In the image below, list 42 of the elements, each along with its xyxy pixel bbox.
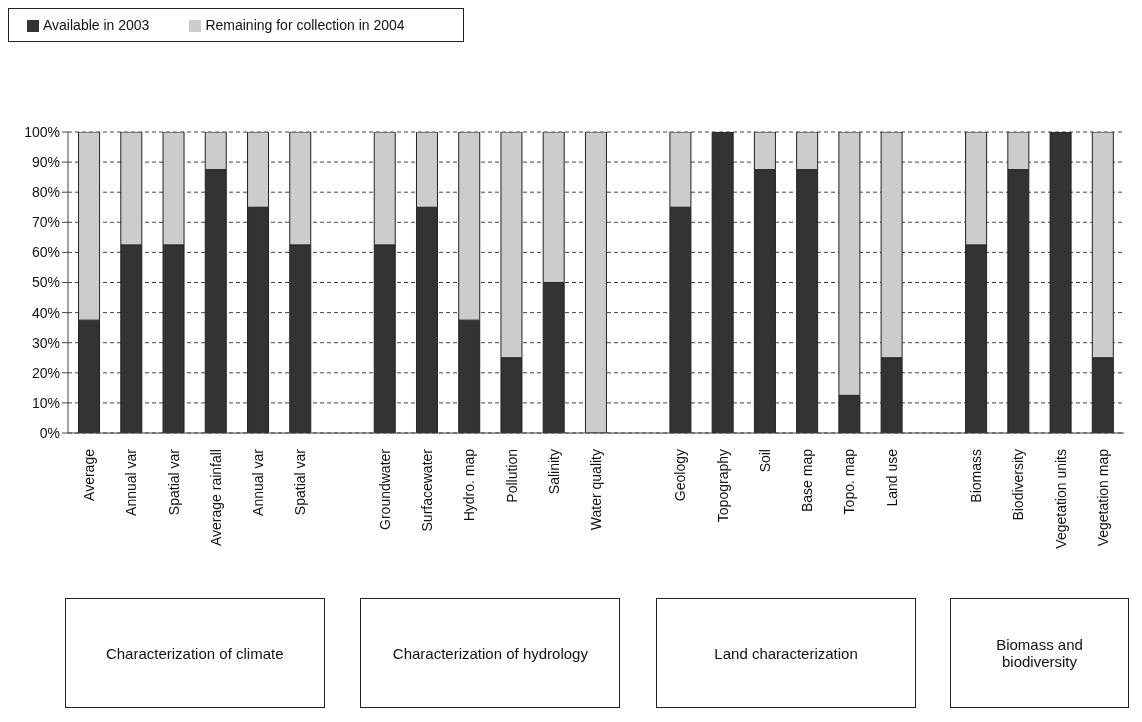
bar xyxy=(711,132,734,433)
bar xyxy=(584,132,607,433)
text: Biomass and biodiversity xyxy=(950,598,1129,708)
legend-label: Available in 2003 xyxy=(43,17,150,33)
x-tick-label: Surfacewater xyxy=(419,448,436,532)
x-tick-label: Land use xyxy=(883,448,900,507)
y-tick-label: 90% xyxy=(31,154,60,171)
y-tick-label: 70% xyxy=(31,214,60,231)
x-tick-label: Topo. map xyxy=(841,448,858,515)
x-tick-label: Topography xyxy=(714,449,731,523)
x-tick-label: Pollution xyxy=(503,449,520,503)
text: Land characterization xyxy=(656,598,917,708)
text: Characterization of climate xyxy=(64,598,325,708)
x-tick-label: Geology xyxy=(672,449,689,502)
x-tick-label: Vegetation map xyxy=(1094,448,1111,547)
y-tick-label: 30% xyxy=(31,334,60,351)
y-tick-label: 0% xyxy=(39,424,60,441)
x-tick-label: Biomass xyxy=(968,449,985,503)
x-tick-label: Average xyxy=(81,448,98,501)
x-tick-label: Hydro. map xyxy=(461,448,478,522)
bar xyxy=(1049,132,1072,433)
y-tick-label: 20% xyxy=(31,364,60,381)
x-tick-label: Groundwater xyxy=(376,448,393,530)
x-tick-label: Vegetation units xyxy=(1052,449,1069,549)
legend-label: Remaining for collection in 2004 xyxy=(205,17,405,33)
y-tick-label: 10% xyxy=(31,394,60,411)
x-tick-label: Base map xyxy=(799,448,816,513)
y-tick-label: 50% xyxy=(31,274,60,291)
x-tick-label: Water quality xyxy=(588,449,604,531)
y-tick-label: 80% xyxy=(31,184,60,201)
x-tick-label: Spatial var xyxy=(292,448,309,516)
x-tick-label: Spatial var xyxy=(165,448,182,516)
x-tick-label: Average rainfall xyxy=(207,449,224,547)
y-tick-label: 100% xyxy=(24,123,60,140)
x-tick-label: Soil xyxy=(756,449,773,473)
x-tick-label: Biodiversity xyxy=(1010,449,1027,521)
y-tick-label: 40% xyxy=(31,304,60,321)
x-tick-label: Salinity xyxy=(545,449,562,495)
x-tick-label: Annual var xyxy=(250,448,267,516)
x-tick-label: Annual var xyxy=(123,448,140,516)
text: Characterization of hydrology xyxy=(360,598,621,708)
y-tick-label: 60% xyxy=(31,244,60,261)
